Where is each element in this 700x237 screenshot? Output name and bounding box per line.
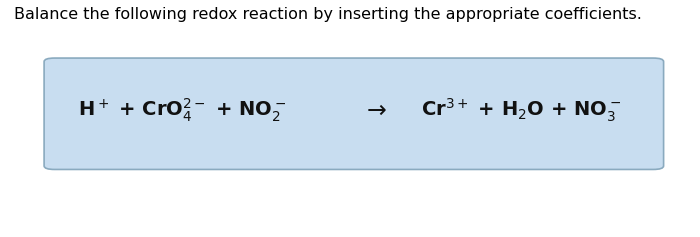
Text: H$^+$ + CrO$_4^{2-}$ + NO$_2^-$: H$^+$ + CrO$_4^{2-}$ + NO$_2^-$ [78, 96, 286, 124]
FancyBboxPatch shape [44, 58, 664, 169]
Text: $\rightarrow$: $\rightarrow$ [362, 98, 387, 122]
Text: Balance the following redox reaction by inserting the appropriate coefficients.: Balance the following redox reaction by … [14, 7, 642, 22]
Text: Cr$^{3+}$ + H$_2$O + NO$_3^-$: Cr$^{3+}$ + H$_2$O + NO$_3^-$ [421, 96, 622, 124]
